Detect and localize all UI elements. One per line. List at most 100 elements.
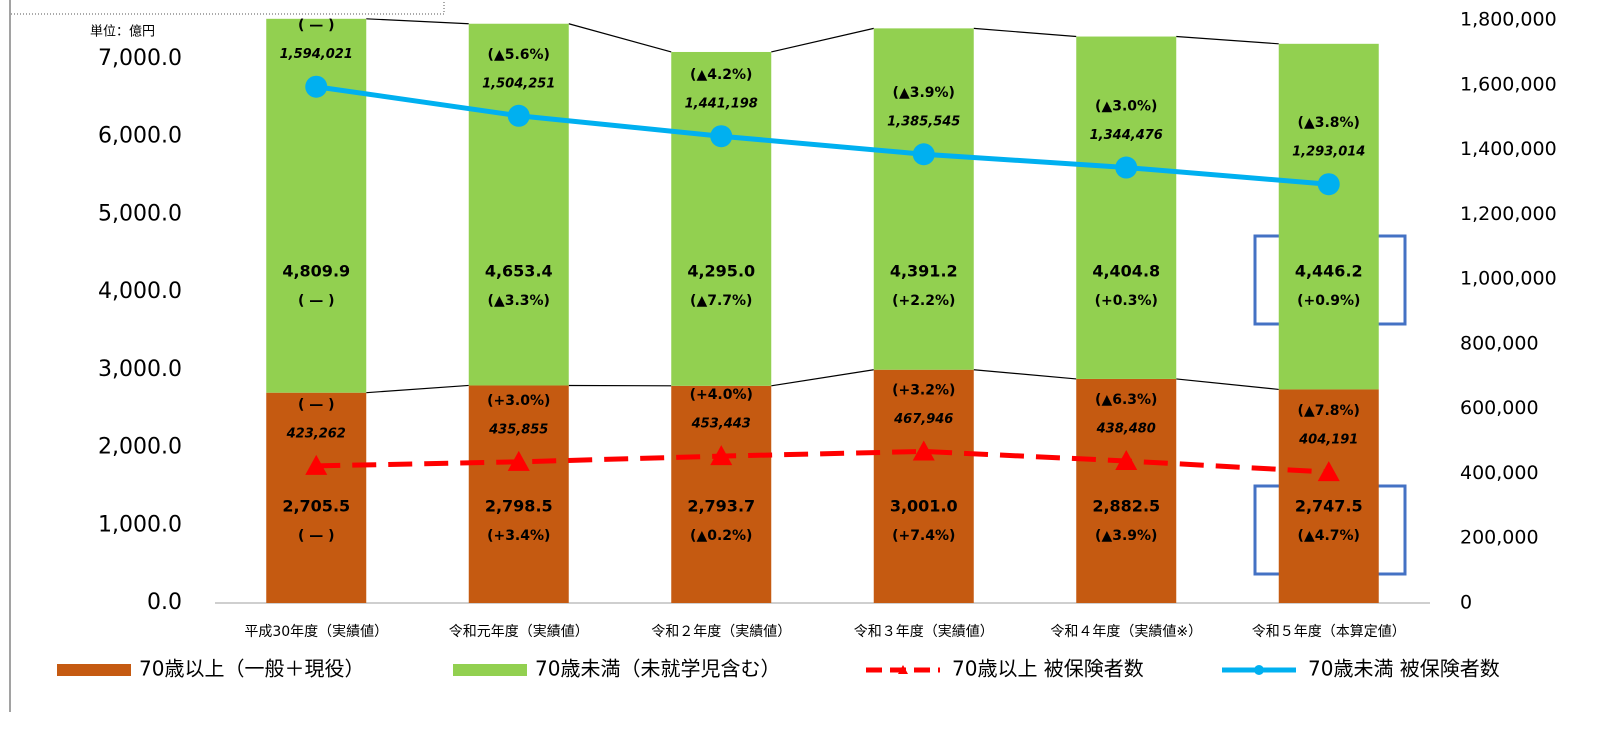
line-change-label: (▲3.8%) bbox=[1298, 115, 1360, 131]
line-series bbox=[316, 448, 1329, 475]
y-tick-label: 3,000.0 bbox=[98, 357, 182, 382]
line-change-label: (+3.0%) bbox=[487, 393, 550, 409]
line-value-label: 1,441,198 bbox=[685, 97, 758, 112]
line-value-label: 453,443 bbox=[691, 417, 751, 432]
line-value-label: 1,293,014 bbox=[1292, 145, 1365, 160]
legend-label: 70歳未満（未就学児含む） bbox=[535, 657, 780, 681]
line-point bbox=[912, 143, 935, 166]
bar bbox=[671, 385, 772, 603]
line-point bbox=[1317, 461, 1340, 482]
bar-change-label: (▲4.7%) bbox=[1298, 528, 1360, 544]
bar bbox=[1278, 389, 1379, 603]
bar-value-label: 2,705.5 bbox=[282, 497, 350, 516]
bar-value-label: 2,798.5 bbox=[485, 497, 553, 516]
bar-change-label: (▲3.9%) bbox=[1095, 528, 1157, 544]
line-change-label: (▲6.3%) bbox=[1095, 392, 1157, 408]
legend-swatch bbox=[57, 664, 131, 676]
line-value-label: 404,191 bbox=[1298, 433, 1358, 448]
unit-label: 単位：億円 bbox=[90, 24, 155, 40]
connector-line bbox=[366, 18, 469, 25]
y2-tick-label: 1,000,000 bbox=[1460, 268, 1557, 290]
bar-value-label: 4,391.2 bbox=[890, 262, 958, 281]
title-box bbox=[9, 0, 445, 15]
bar-change-label: (+3.4%) bbox=[487, 528, 550, 544]
bar bbox=[468, 385, 569, 603]
connector-line bbox=[973, 369, 1077, 380]
bar bbox=[671, 51, 772, 386]
y2-tick-label: 800,000 bbox=[1460, 332, 1539, 354]
bar-value-label: 4,809.9 bbox=[282, 262, 350, 281]
line-value-label: 1,594,021 bbox=[280, 47, 353, 62]
x-tick-label: 令和５年度（本算定値） bbox=[1252, 624, 1406, 640]
connector-line bbox=[973, 27, 1077, 38]
line-point bbox=[305, 75, 328, 98]
x-tick-label: 平成30年度（実績値） bbox=[244, 624, 388, 640]
bar-change-label: ( — ) bbox=[298, 293, 335, 309]
line-change-label: (▲5.6%) bbox=[488, 47, 550, 63]
bar-change-label: (▲7.7%) bbox=[690, 293, 752, 309]
y2-tick-label: 0 bbox=[1460, 592, 1472, 614]
line-point bbox=[507, 104, 530, 127]
bar-change-label: (▲0.2%) bbox=[690, 528, 752, 544]
legend-marker bbox=[1254, 665, 1264, 675]
bar-change-label: (+7.4%) bbox=[892, 528, 955, 544]
line-change-label: (▲3.9%) bbox=[893, 85, 955, 101]
line-value-label: 467,946 bbox=[893, 412, 953, 427]
y-tick-label: 5,000.0 bbox=[98, 201, 182, 226]
bar-value-label: 4,404.8 bbox=[1092, 262, 1160, 281]
legend-marker bbox=[898, 665, 908, 674]
x-tick-label: 令和４年度（実績値※） bbox=[1050, 624, 1202, 640]
y2-tick-label: 1,200,000 bbox=[1460, 203, 1557, 225]
y2-tick-label: 200,000 bbox=[1460, 527, 1539, 549]
bar bbox=[1076, 36, 1177, 379]
x-tick-label: 令和元年度（実績値） bbox=[449, 624, 589, 640]
bar-value-label: 2,793.7 bbox=[687, 497, 755, 516]
bar bbox=[266, 18, 367, 393]
y2-tick-label: 1,400,000 bbox=[1460, 138, 1557, 160]
connector-line bbox=[366, 384, 469, 394]
line-point bbox=[1115, 449, 1138, 470]
line-point bbox=[710, 445, 733, 466]
line-value-label: 1,504,251 bbox=[482, 76, 555, 91]
line-series bbox=[315, 84, 1329, 187]
line-value-label: 438,480 bbox=[1096, 421, 1156, 436]
bar-value-label: 2,882.5 bbox=[1092, 497, 1160, 516]
connector-line bbox=[1176, 378, 1279, 391]
line-point bbox=[305, 454, 328, 475]
line-change-label: (+3.2%) bbox=[892, 382, 955, 398]
y-tick-label: 2,000.0 bbox=[98, 435, 182, 460]
legend-swatch bbox=[453, 664, 527, 676]
y-tick-label: 7,000.0 bbox=[98, 46, 182, 71]
line-value-label: 1,385,545 bbox=[887, 115, 960, 130]
line-point bbox=[507, 450, 530, 471]
y-tick-label: 6,000.0 bbox=[98, 124, 182, 149]
bar-change-label: (+0.3%) bbox=[1095, 293, 1158, 309]
bar-value-label: 4,446.2 bbox=[1295, 262, 1363, 281]
bar-value-label: 4,653.4 bbox=[485, 262, 553, 281]
bar-change-label: (▲3.3%) bbox=[488, 293, 550, 309]
bar-value-label: 2,747.5 bbox=[1295, 497, 1363, 516]
line-change-label: ( — ) bbox=[298, 397, 335, 413]
line-change-label: (▲3.0%) bbox=[1095, 99, 1157, 115]
connector-line bbox=[1176, 35, 1279, 45]
x-tick-label: 令和２年度（実績値） bbox=[651, 624, 791, 640]
connector-line bbox=[568, 23, 672, 53]
line-point bbox=[912, 440, 935, 461]
y2-tick-label: 1,600,000 bbox=[1460, 73, 1557, 95]
bar-change-label: (+0.9%) bbox=[1297, 293, 1360, 309]
y-tick-label: 0.0 bbox=[147, 590, 182, 615]
connector-line bbox=[771, 369, 874, 387]
line-point bbox=[710, 125, 733, 148]
y-tick-label: 4,000.0 bbox=[98, 279, 182, 304]
line-value-label: 423,262 bbox=[286, 426, 346, 441]
legend-label: 70歳以上 被保険者数 bbox=[952, 657, 1144, 681]
bar bbox=[873, 369, 974, 603]
y2-tick-label: 600,000 bbox=[1460, 397, 1539, 419]
line-value-label: 1,344,476 bbox=[1090, 128, 1163, 143]
bar-value-label: 3,001.0 bbox=[890, 497, 958, 516]
bar-change-label: ( — ) bbox=[298, 528, 335, 544]
y2-tick-label: 1,800,000 bbox=[1460, 9, 1557, 31]
bar bbox=[873, 28, 974, 370]
line-change-label: (▲4.2%) bbox=[690, 67, 752, 83]
